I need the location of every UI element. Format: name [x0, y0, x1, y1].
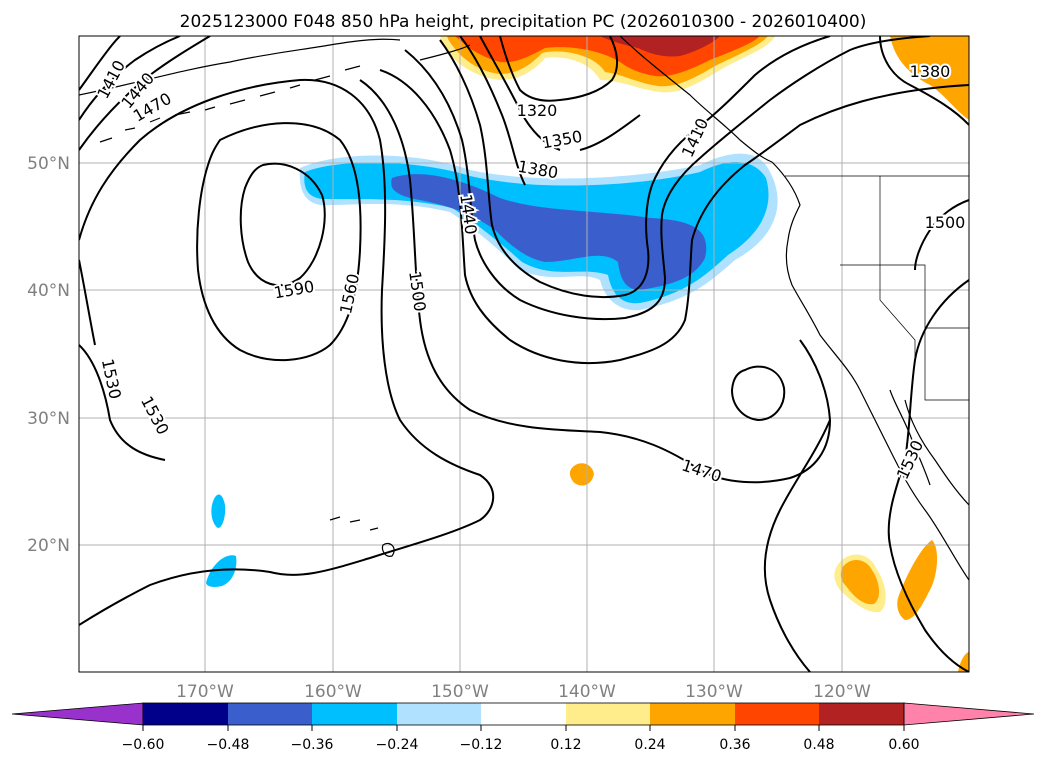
contour-1590 [239, 162, 326, 287]
contour-1500-small [730, 365, 786, 422]
contour-1410 [439, 36, 831, 299]
contour-1470 [379, 69, 969, 365]
precip-pos-dark-n [600, 36, 720, 57]
lon-label: 120°W [813, 682, 871, 702]
lon-label: 130°W [685, 682, 743, 702]
contour-1530-inner [79, 259, 166, 461]
precip-pos-mexico-1b [840, 559, 880, 605]
lon-axis: 170°W 160°W 150°W 140°W 130°W 120°W [176, 682, 871, 702]
hawaii-islands [329, 516, 395, 557]
precip-shading [206, 36, 969, 672]
lat-label: 50°N [27, 154, 70, 174]
contour-1320 [499, 36, 618, 102]
colorbar-segment [228, 703, 312, 725]
contour-1530-mid [763, 419, 831, 672]
map-title: 2025123000 F048 850 hPa height, precipit… [180, 12, 867, 32]
aleutian-islands [99, 65, 361, 143]
colorbar-segment [481, 703, 566, 725]
colorbar-tick-label: 0.60 [888, 737, 919, 753]
colorbar-segment [312, 703, 397, 725]
precip-neg-small-1 [211, 494, 226, 528]
precip-neg-small-2 [206, 555, 237, 587]
contour-1350 [479, 36, 641, 151]
lat-label: 30°N [27, 409, 70, 429]
lat-label: 40°N [27, 281, 70, 301]
colorbar-tick-label: −0.60 [122, 737, 165, 753]
contour-label: 1500 [925, 213, 966, 232]
contour-label: 1380 [910, 62, 951, 81]
lon-label: 150°W [431, 682, 489, 702]
alaska-panhandle [619, 36, 773, 163]
north-america-coast [771, 161, 969, 581]
colorbar-segment [143, 703, 228, 725]
colorbar-extend-high [903, 702, 1035, 726]
colorbar-segment [650, 703, 735, 725]
borders [785, 175, 969, 401]
contour-1440 [404, 36, 931, 321]
colorbar-tick-label: 0.48 [803, 737, 834, 753]
lat-axis: 50°N 40°N 30°N 20°N [27, 154, 70, 556]
contour-1560 [196, 122, 362, 362]
colorbar-tick-label: 0.12 [550, 737, 581, 753]
contour-1500 [359, 79, 969, 484]
precip-pos-spot [569, 463, 594, 486]
contour-1530-west [79, 78, 495, 626]
colorbar-tick-label: −0.24 [376, 737, 419, 753]
colorbar-segment [397, 703, 481, 725]
colorbar: −0.60 −0.48 −0.36 −0.24 −0.12 0.12 0.24 … [11, 702, 1035, 753]
contour-label: 1320 [517, 101, 558, 120]
contour-1470-west [79, 36, 211, 151]
colorbar-tick-label: 0.36 [719, 737, 750, 753]
colorbar-tick-label: −0.36 [291, 737, 334, 753]
contour-1410-west [79, 36, 121, 91]
graticule [79, 36, 969, 672]
colorbar-tick-label: −0.12 [460, 737, 503, 753]
colorbar-tick-label: −0.48 [207, 737, 250, 753]
precip-pos-mexico-2 [897, 540, 938, 620]
contour-1380 [459, 36, 969, 186]
precip-pos-ne [890, 36, 969, 120]
height-contours [79, 36, 969, 672]
colorbar-ticks [142, 725, 905, 731]
contour-1440-west [79, 36, 181, 121]
lon-label: 140°W [558, 682, 616, 702]
colorbar-segment [735, 703, 819, 725]
colorbar-segment [566, 703, 650, 725]
contour-1530-east [887, 279, 969, 672]
lon-label: 170°W [176, 682, 234, 702]
lon-label: 160°W [304, 682, 362, 702]
lat-label: 20°N [27, 536, 70, 556]
us-state-lines-west [840, 176, 969, 401]
colorbar-tick-label: 0.24 [634, 737, 665, 753]
colorbar-segment [819, 703, 904, 725]
map-frame [78, 35, 970, 673]
colorbar-extend-low [11, 702, 144, 726]
colorbar-frame [142, 702, 905, 726]
map-panel: 1410 1440 1470 1320 1350 1380 1440 1590 … [27, 35, 970, 702]
